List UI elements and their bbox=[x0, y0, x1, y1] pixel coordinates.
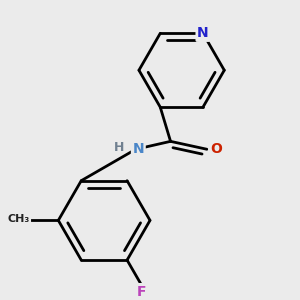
Text: N: N bbox=[197, 26, 209, 40]
Text: H: H bbox=[114, 141, 124, 154]
Text: CH₃: CH₃ bbox=[8, 214, 30, 224]
Text: F: F bbox=[136, 285, 146, 299]
Text: N: N bbox=[133, 142, 144, 156]
Text: O: O bbox=[210, 142, 222, 156]
